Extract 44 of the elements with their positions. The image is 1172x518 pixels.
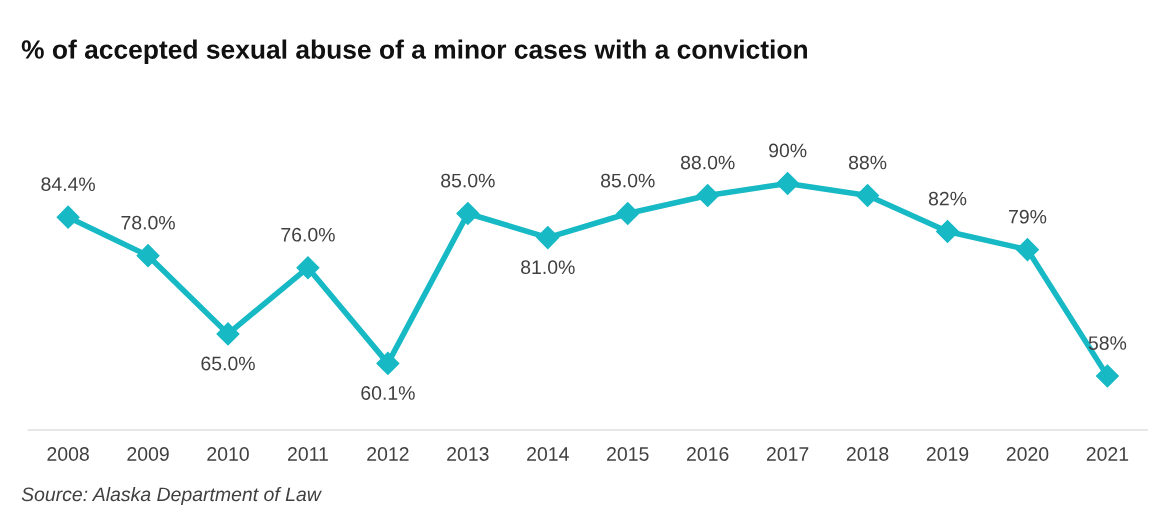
data-label: 82% <box>928 191 967 206</box>
point <box>616 202 640 226</box>
x-tick-label: 2009 <box>127 447 169 461</box>
point <box>376 351 400 375</box>
data-label: 78.0% <box>121 215 175 230</box>
chart-title: % of accepted sexual abuse of a minor cases with a conviction <box>21 39 807 65</box>
point <box>136 244 160 268</box>
data-label: 60.1% <box>361 386 415 400</box>
x-tick-label: 2016 <box>687 447 729 461</box>
point <box>216 322 240 346</box>
data-label: 84.4% <box>41 177 95 192</box>
point <box>296 256 320 280</box>
x-tick-label: 2018 <box>846 447 889 461</box>
x-tick-label: 2019 <box>926 447 969 461</box>
data-label: 65.0% <box>201 356 255 371</box>
x-tick-label: 2021 <box>1086 447 1129 461</box>
x-tick-label: 2014 <box>527 447 569 461</box>
x-tick-label: 2013 <box>447 447 489 461</box>
x-tick-label: 2008 <box>47 447 89 461</box>
source-note: Source: Alaska Department of Law <box>21 486 322 506</box>
point <box>1015 238 1039 262</box>
x-tick-label: 2012 <box>367 447 409 461</box>
point <box>776 171 800 195</box>
point <box>56 205 80 229</box>
point <box>936 220 960 244</box>
data-label: 90% <box>769 143 807 158</box>
x-tick-label: 2017 <box>766 447 809 461</box>
data-label: 85.0% <box>601 173 655 188</box>
data-label: 79% <box>1009 209 1047 224</box>
data-label: 88.0% <box>680 155 735 170</box>
point <box>536 226 560 250</box>
data-label: 76.0% <box>281 227 335 242</box>
data-label: 85.0% <box>441 173 495 188</box>
x-tick-label: 2020 <box>1006 447 1049 461</box>
point <box>1095 364 1119 388</box>
data-label: 81.0% <box>521 260 575 275</box>
point <box>856 183 880 207</box>
x-tick-label: 2011 <box>288 447 328 461</box>
data-label: 88% <box>848 155 887 170</box>
data-label: 58% <box>1088 336 1127 350</box>
point <box>696 183 720 207</box>
x-tick-label: 2015 <box>607 447 649 461</box>
point <box>456 202 480 226</box>
x-tick-label: 2010 <box>207 447 249 461</box>
